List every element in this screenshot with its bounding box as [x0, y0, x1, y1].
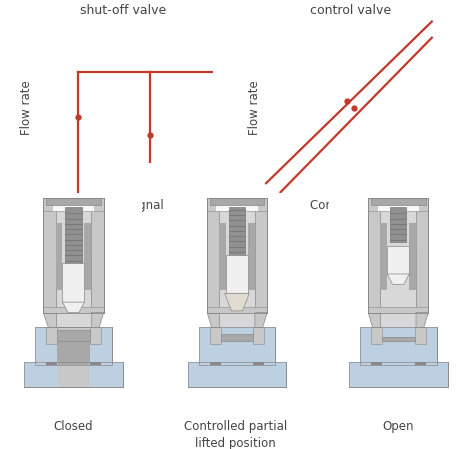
Bar: [210, 362, 220, 365]
Bar: [199, 327, 275, 365]
Bar: [63, 264, 84, 302]
X-axis label: Control signal: Control signal: [82, 199, 164, 212]
Bar: [91, 211, 104, 308]
Bar: [207, 198, 267, 313]
Bar: [380, 211, 416, 308]
Bar: [409, 223, 416, 290]
Bar: [368, 198, 428, 313]
Bar: [216, 200, 258, 249]
Bar: [24, 362, 123, 387]
Polygon shape: [255, 313, 267, 330]
Title: Electromagnetic
shut-off valve: Electromagnetic shut-off valve: [72, 0, 174, 17]
Bar: [380, 313, 416, 330]
Bar: [207, 211, 219, 308]
Bar: [377, 200, 419, 249]
Bar: [360, 327, 437, 365]
Bar: [360, 327, 437, 365]
Bar: [415, 362, 426, 365]
Bar: [387, 246, 409, 274]
Bar: [35, 327, 112, 365]
Bar: [360, 327, 437, 365]
Bar: [90, 362, 101, 365]
Bar: [368, 211, 380, 308]
Bar: [53, 200, 94, 249]
X-axis label: Control signal: Control signal: [310, 199, 392, 212]
Bar: [255, 211, 267, 308]
Bar: [226, 255, 248, 293]
Bar: [46, 198, 101, 205]
Bar: [35, 327, 112, 365]
Bar: [90, 327, 112, 365]
Bar: [188, 362, 286, 387]
Bar: [349, 362, 447, 387]
Bar: [254, 362, 264, 365]
Title: Electromagnetic
control valve: Electromagnetic control valve: [300, 0, 402, 17]
Y-axis label: Flow rate: Flow rate: [20, 80, 33, 135]
Text: Open: Open: [383, 420, 414, 433]
Polygon shape: [387, 274, 409, 285]
Polygon shape: [368, 313, 380, 330]
Bar: [46, 327, 57, 344]
Bar: [188, 362, 286, 387]
Bar: [219, 313, 255, 330]
Bar: [254, 327, 264, 344]
Text: Controlled partial
lifted position: Controlled partial lifted position: [184, 420, 287, 449]
Bar: [380, 223, 387, 290]
Bar: [219, 211, 255, 308]
Bar: [199, 327, 275, 365]
Bar: [349, 362, 447, 387]
Polygon shape: [63, 302, 84, 313]
Text: Closed: Closed: [54, 420, 93, 433]
Bar: [416, 211, 428, 308]
Bar: [371, 327, 382, 344]
Bar: [188, 362, 286, 387]
Bar: [207, 198, 267, 313]
Polygon shape: [91, 313, 104, 330]
Polygon shape: [225, 293, 249, 311]
Bar: [84, 223, 91, 290]
Bar: [219, 223, 226, 290]
Bar: [57, 341, 90, 365]
Bar: [35, 327, 57, 365]
Bar: [220, 334, 254, 341]
Bar: [55, 313, 91, 330]
Bar: [57, 330, 90, 341]
Bar: [229, 207, 245, 255]
Bar: [65, 207, 82, 264]
Y-axis label: Flow rate: Flow rate: [248, 80, 261, 135]
Bar: [90, 327, 101, 344]
Polygon shape: [416, 313, 428, 330]
Bar: [210, 327, 220, 344]
Polygon shape: [207, 313, 219, 330]
Bar: [46, 362, 57, 365]
Polygon shape: [43, 313, 55, 330]
Bar: [349, 362, 447, 387]
Bar: [24, 362, 123, 387]
Bar: [43, 198, 104, 313]
Bar: [43, 211, 55, 308]
Bar: [24, 362, 58, 387]
Bar: [210, 198, 264, 205]
Bar: [415, 327, 426, 344]
Bar: [382, 337, 415, 341]
Bar: [371, 198, 426, 205]
Bar: [248, 223, 255, 290]
Bar: [199, 327, 275, 365]
Bar: [89, 362, 123, 387]
Bar: [371, 362, 382, 365]
Bar: [55, 223, 63, 290]
Bar: [43, 198, 104, 313]
Bar: [390, 207, 406, 242]
Bar: [55, 211, 91, 308]
Bar: [368, 198, 428, 313]
